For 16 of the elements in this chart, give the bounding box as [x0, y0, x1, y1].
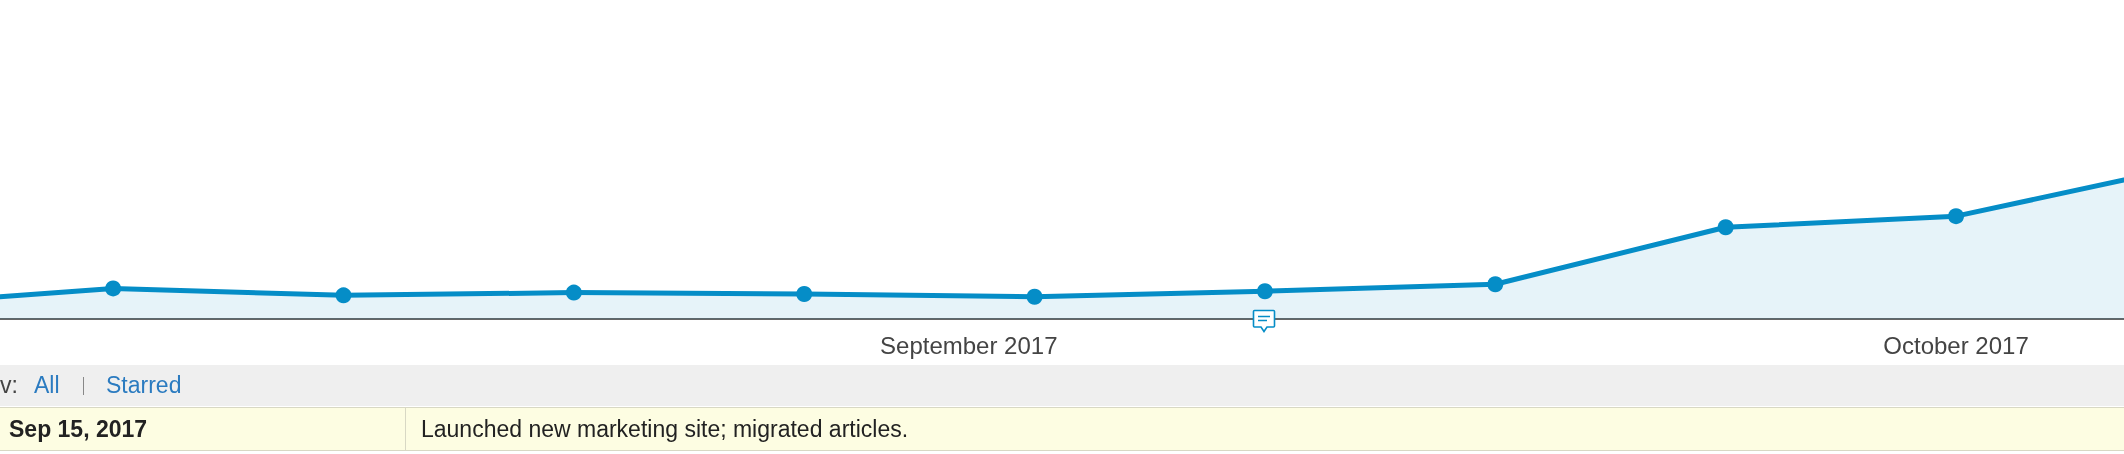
point — [105, 280, 122, 297]
point — [565, 284, 582, 301]
x-tick-label: October 2017 — [1883, 331, 2029, 359]
point — [335, 287, 352, 304]
point — [796, 285, 813, 302]
text: Starred — [106, 371, 182, 400]
x-tick-label: September 2017 — [880, 331, 1058, 359]
point — [1948, 208, 1965, 225]
text: Sep 15, 2017 — [9, 415, 148, 444]
text: Launched new marketing site; migrated articles. — [421, 415, 909, 444]
text: All — [34, 371, 60, 400]
point — [1026, 288, 1043, 305]
text: v: — [0, 371, 18, 400]
point — [1487, 276, 1504, 293]
point — [1717, 219, 1734, 236]
point — [1256, 283, 1273, 300]
